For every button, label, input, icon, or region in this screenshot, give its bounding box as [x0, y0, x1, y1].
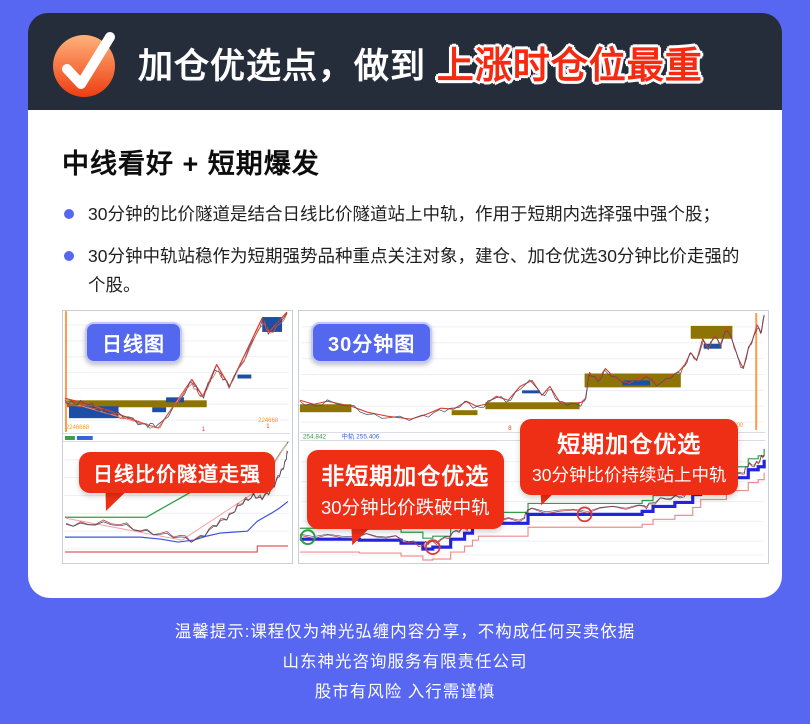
disclaimer: 温馨提示:课程仅为神光弘缠内容分享，不构成任何买卖依据 山东神光咨询服务有限责任… — [0, 617, 810, 707]
svg-text:254.842: 254.842 — [303, 433, 327, 440]
bullet-text: 30分钟中轨站稳作为短期强势品种重点关注对象，建仓、加仓优选30分钟比价走强的个… — [88, 246, 740, 295]
callout-title: 非短期加仓优选 — [321, 463, 490, 489]
callout-preferred: 短期加仓优选 30分钟比价持续站上中轨 — [520, 419, 739, 495]
company-name: 山东神光咨询服务有限责任公司 — [282, 653, 528, 671]
callout-title: 短期加仓优选 — [557, 431, 702, 457]
svg-text:224668: 224668 — [258, 418, 279, 424]
svg-text:1: 1 — [202, 427, 206, 433]
title-red-part: 上涨时仓位最重 — [436, 44, 703, 86]
m30-chart-badge: 30分钟图 — [311, 322, 433, 363]
title-white-part: 加仓优选点，做到 — [138, 46, 427, 86]
svg-text:8: 8 — [508, 426, 512, 432]
bullet-list: 30分钟的比价隧道是结合日线比价隧道站上中轨，作用于短期内选择强中强个股； 30… — [62, 200, 750, 313]
svg-text:2246668: 2246668 — [66, 425, 90, 431]
bullet-dot-icon — [64, 251, 74, 262]
svg-text:中轨 255.406: 中轨 255.406 — [342, 431, 380, 440]
callout-not-preferred: 非短期加仓优选 30分钟比价跌破中轨 — [307, 450, 504, 529]
risk-warning: 股市有风险 入行需谨慎 — [314, 683, 496, 701]
daily-chart-badge: 日线图 — [85, 322, 182, 363]
callout-subtitle: 30分钟比价持续站上中轨 — [532, 465, 727, 485]
bullet-text: 30分钟的比价隧道是结合日线比价隧道站上中轨，作用于短期内选择强中强个股； — [88, 204, 720, 224]
callout-text: 日线比价隧道走强 — [93, 464, 261, 486]
bullet-dot-icon — [64, 209, 74, 219]
checkmark-icon — [53, 31, 115, 97]
section-heading: 中线看好 + 短期爆发 — [62, 149, 320, 179]
callout-daily-tunnel-strong: 日线比价隧道走强 — [79, 452, 275, 493]
page-title: 加仓优选点，做到 上涨时仓位最重 — [138, 35, 703, 89]
svg-text:1: 1 — [266, 424, 270, 430]
disclaimer-line: 温馨提示:课程仅为神光弘缠内容分享，不构成任何买卖依据 — [174, 623, 636, 641]
header-bar: 加仓优选点，做到 上涨时仓位最重 — [28, 13, 782, 110]
list-item: 30分钟的比价隧道是结合日线比价隧道站上中轨，作用于短期内选择强中强个股； — [62, 200, 750, 228]
callout-subtitle: 30分钟比价跌破中轨 — [321, 497, 490, 518]
list-item: 30分钟中轨站稳作为短期强势品种重点关注对象，建仓、加仓优选30分钟比价走强的个… — [62, 242, 750, 299]
